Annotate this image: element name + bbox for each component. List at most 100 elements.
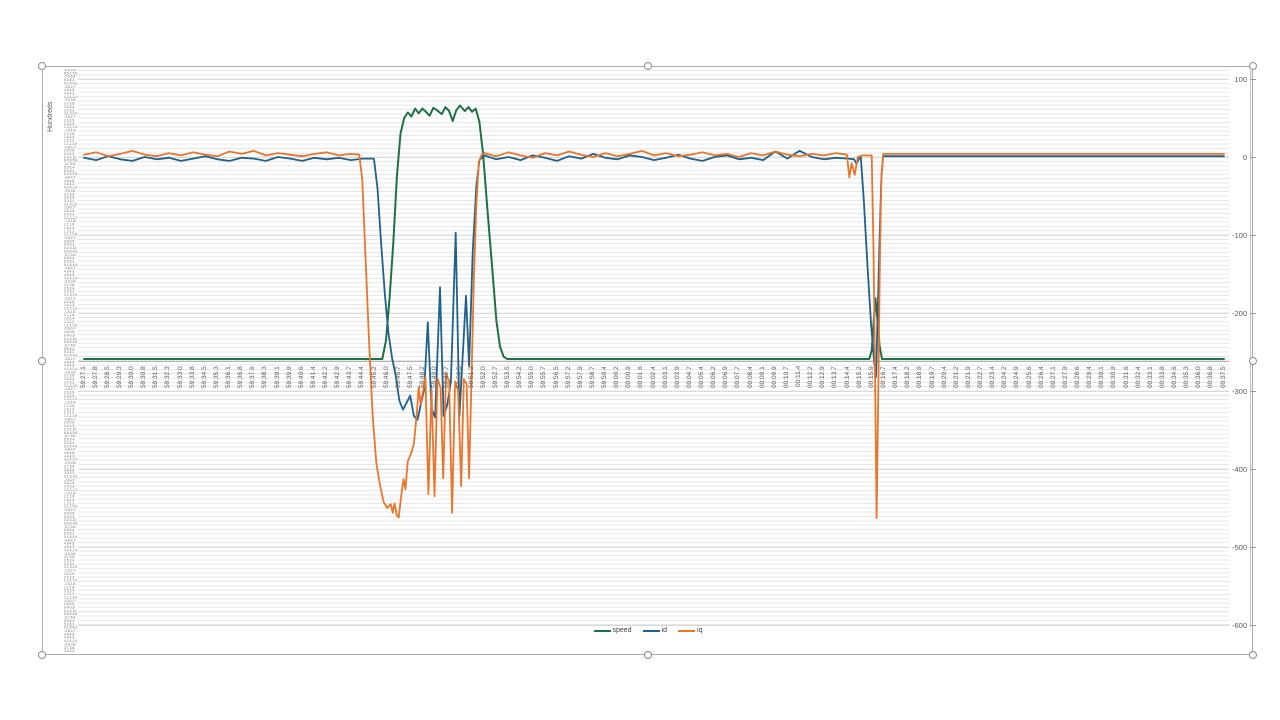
left-axis-display-unit-label[interactable]: Hundreds (47, 101, 54, 132)
x-axis-label: 00:00.2 (613, 366, 621, 388)
right-axis-minor-tick (1250, 500, 1253, 502)
x-axis-label: 59:30.8 (140, 366, 148, 388)
x-axis-label: 59:42.2 (322, 366, 330, 388)
x-axis-label: 00:09.1 (758, 366, 766, 388)
series-line-id[interactable] (83, 149, 1225, 421)
x-axis-label: 00:10.7 (782, 366, 790, 388)
right-axis-tick-label: -600 (1231, 621, 1247, 630)
x-axis-label: 59:35.3 (212, 366, 220, 388)
right-axis-minor-tick (1250, 266, 1253, 268)
chart-legend[interactable]: speed id iq (0, 627, 1280, 634)
x-axis-label: 59:48.2 (419, 366, 427, 388)
legend-swatch-iq (678, 629, 696, 632)
x-axis-label: 00:04.7 (685, 366, 693, 388)
x-axis-label: 59:33.0 (176, 366, 184, 388)
legend-item-id[interactable]: id (642, 627, 667, 634)
series-plot[interactable] (42, 66, 1254, 656)
right-axis-tick-label: -100 (1231, 231, 1247, 240)
x-axis-label: 00:29.4 (1086, 366, 1094, 388)
x-axis-label: 59:42.9 (334, 366, 342, 388)
major-gridline (78, 157, 1229, 158)
right-axis-tick-label: -200 (1231, 309, 1247, 318)
x-axis-label: 00:13.7 (831, 366, 839, 388)
legend-item-speed[interactable]: speed (593, 627, 632, 634)
x-axis-label: 00:20.4 (940, 366, 948, 388)
x-axis-label: 59:46.7 (394, 366, 402, 388)
x-axis-label: 59:50.5 (455, 366, 463, 388)
x-axis-label: 00:08.4 (746, 366, 754, 388)
x-axis-label: 59:33.8 (188, 366, 196, 388)
x-axis-label: 59:39.9 (285, 366, 293, 388)
x-axis-label: 00:09.9 (770, 366, 778, 388)
x-axis-label: 00:21.9 (964, 366, 972, 388)
right-value-axis-line[interactable] (1250, 70, 1251, 627)
plot-area[interactable] (78, 70, 1229, 627)
right-axis-tick-label: 0 (1242, 153, 1247, 162)
x-axis-label: 00:19.7 (928, 366, 936, 388)
x-axis-label: 00:22.7 (977, 366, 984, 388)
x-axis-label: 00:26.4 (1037, 366, 1045, 388)
x-axis-label: 59:38.3 (261, 366, 269, 388)
right-axis-minor-tick (1250, 406, 1253, 408)
x-axis-label: 00:01.6 (637, 366, 645, 388)
selection-handle[interactable] (38, 651, 46, 659)
selection-handle[interactable] (644, 62, 652, 70)
x-axis-label: 59:52.0 (479, 366, 487, 388)
x-axis-label: 59:56.5 (552, 366, 560, 388)
selection-handle[interactable] (38, 357, 46, 365)
right-axis-major-tick (1250, 547, 1256, 548)
right-axis-minor-tick (1250, 453, 1253, 455)
right-axis-minor-tick (1250, 219, 1253, 221)
right-axis-minor-tick (1250, 484, 1253, 486)
x-axis-label: 00:15.2 (855, 366, 863, 388)
right-axis-minor-tick (1250, 328, 1253, 330)
right-axis-minor-tick (1250, 531, 1253, 533)
x-axis-label: 59:55.0 (528, 366, 536, 388)
x-axis-label: 59:44.4 (358, 366, 366, 388)
x-axis-label: 59:57.2 (564, 366, 572, 388)
category-axis-line[interactable] (78, 361, 1229, 362)
right-axis-major-tick (1250, 625, 1256, 626)
x-axis-label: 00:25.6 (1025, 366, 1033, 388)
x-axis-label: 00:15.9 (867, 366, 875, 388)
x-axis-label: 59:43.7 (346, 366, 354, 388)
x-axis-label: 00:16.7 (879, 366, 887, 388)
selection-handle[interactable] (1249, 651, 1257, 659)
x-axis-label: 59:49.7 (443, 366, 451, 388)
x-axis-label: 00:12.9 (819, 366, 827, 388)
series-line-iq[interactable] (83, 149, 1225, 519)
right-axis-minor-tick (1250, 422, 1253, 424)
right-axis-minor-tick (1250, 297, 1253, 299)
x-axis-label: 59:47.5 (407, 366, 414, 388)
selection-handle[interactable] (1249, 357, 1257, 365)
x-axis-label: 00:28.6 (1074, 366, 1081, 388)
x-axis-label: 00:00.9 (625, 366, 633, 388)
selection-handle[interactable] (38, 62, 46, 70)
x-axis-label: 00:27.1 (1049, 366, 1057, 388)
x-axis-label: 59:37.6 (249, 366, 257, 388)
legend-item-iq[interactable]: iq (678, 627, 702, 634)
right-axis-minor-tick (1250, 609, 1253, 611)
selection-handle[interactable] (1249, 62, 1257, 70)
series-line-speed[interactable] (83, 104, 1225, 360)
x-axis-label: 00:27.9 (1061, 366, 1069, 388)
x-axis-label: 59:46.0 (382, 366, 390, 388)
right-axis-minor-tick (1250, 188, 1253, 190)
right-axis-major-tick (1250, 313, 1256, 314)
selection-handle[interactable] (644, 651, 652, 659)
right-axis-minor-tick (1250, 203, 1253, 205)
x-axis-label: 00:35.3 (1183, 366, 1191, 388)
x-axis-label: 59:52.7 (491, 366, 499, 388)
left-axis-tick-labels-illegible[interactable]: -6-5.9-5.8-5.7-5.6-5.5-5.4-5.3-5.2-5.1-5… (64, 69, 78, 653)
x-axis-label: 59:30.0 (128, 366, 135, 388)
x-axis-label: 59:28.5 (103, 366, 111, 388)
x-axis-label: 59:45.2 (370, 366, 378, 388)
right-axis-minor-tick (1250, 578, 1253, 580)
right-axis-major-tick (1250, 235, 1256, 236)
major-gridline (78, 79, 1229, 80)
right-axis-major-tick (1250, 469, 1256, 470)
x-axis-label: 00:34.6 (1171, 366, 1178, 388)
right-axis-minor-tick (1250, 281, 1253, 283)
x-axis-label: 00:24.9 (1013, 366, 1021, 388)
